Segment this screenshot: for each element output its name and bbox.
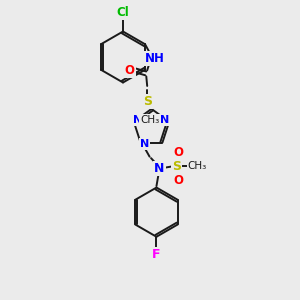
Text: N: N — [154, 162, 165, 175]
Text: S: S — [143, 95, 152, 108]
Text: F: F — [152, 248, 161, 261]
Text: O: O — [173, 146, 183, 159]
Text: Cl: Cl — [117, 6, 129, 19]
Text: O: O — [173, 173, 183, 187]
Text: NH: NH — [145, 52, 165, 65]
Text: N: N — [160, 115, 169, 125]
Text: N: N — [140, 139, 149, 149]
Text: CH₃: CH₃ — [187, 161, 207, 171]
Text: CH₃: CH₃ — [140, 115, 159, 125]
Text: O: O — [125, 64, 135, 77]
Text: N: N — [134, 115, 142, 125]
Text: S: S — [172, 160, 182, 173]
